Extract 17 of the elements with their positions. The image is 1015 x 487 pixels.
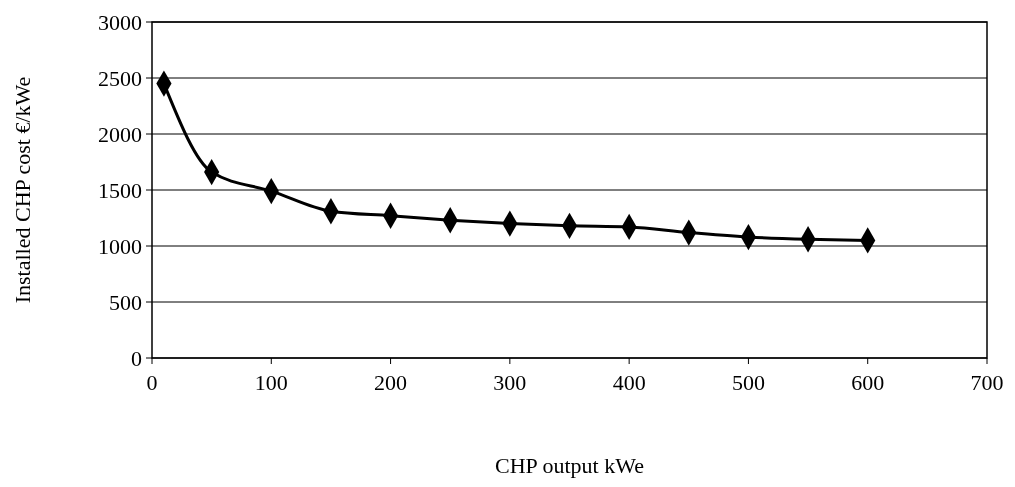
x-axis-title: CHP output kWe [495,453,644,478]
y-tick-label: 2500 [98,65,142,91]
x-tick-label: 200 [374,370,408,395]
y-tick-label: 1500 [98,177,142,203]
y-tick-label: 500 [109,289,142,315]
x-tick-label: 400 [612,370,646,395]
y-axis-title: Installed CHP cost €/kWe [10,76,35,304]
x-tick-label: 700 [970,370,1004,395]
y-tick-label: 1000 [98,233,142,259]
y-tick-label: 0 [131,345,142,371]
x-tick-label: 0 [146,370,158,395]
x-tick-label: 300 [493,370,527,395]
y-tick-label: 2000 [98,121,142,147]
x-tick-label: 500 [731,370,765,395]
x-tick-label: 600 [851,370,885,395]
x-tick-label: 100 [254,370,288,395]
y-tick-label: 3000 [98,9,142,35]
